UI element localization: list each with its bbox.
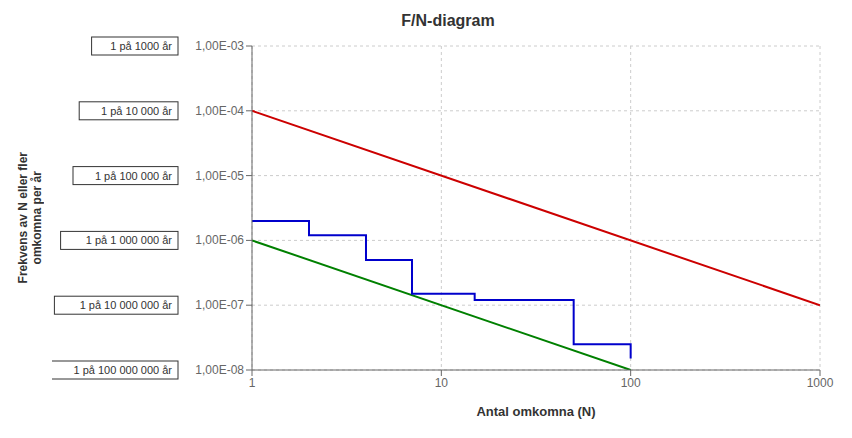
html-text:Frekvens av N eller fler omkom: Frekvens av N eller fler omkomna per år (16, 152, 44, 284)
svg-text:100: 100 (621, 376, 641, 390)
svg-text:1 på 100 000 000 år: 1 på 100 000 000 år (74, 364, 173, 376)
svg-text:1,00E-06: 1,00E-06 (195, 233, 244, 247)
svg-text:1,00E-04: 1,00E-04 (195, 104, 244, 118)
svg-text:1000: 1000 (807, 376, 834, 390)
svg-text:10: 10 (435, 376, 449, 390)
svg-text:1,00E-08: 1,00E-08 (195, 363, 244, 377)
svg-text:1 på 10 000 år: 1 på 10 000 år (101, 105, 172, 117)
svg-text:1: 1 (249, 376, 256, 390)
svg-text:1 på 1000 år: 1 på 1000 år (110, 40, 172, 52)
svg-text:1 på 10 000 000 år: 1 på 10 000 000 år (80, 299, 173, 311)
svg-text:1,00E-07: 1,00E-07 (195, 298, 244, 312)
html-text:F/N-diagram: F/N-diagram (401, 12, 495, 29)
svg-text:1,00E-05: 1,00E-05 (195, 169, 244, 183)
svg-text:1 på 1 000 000 år: 1 på 1 000 000 år (86, 234, 173, 246)
svg-text:1,00E-03: 1,00E-03 (195, 39, 244, 53)
svg-text:1 på 100 000 år: 1 på 100 000 år (95, 170, 172, 182)
svg-text:Antal omkomna (N): Antal omkomna (N) (476, 404, 595, 419)
